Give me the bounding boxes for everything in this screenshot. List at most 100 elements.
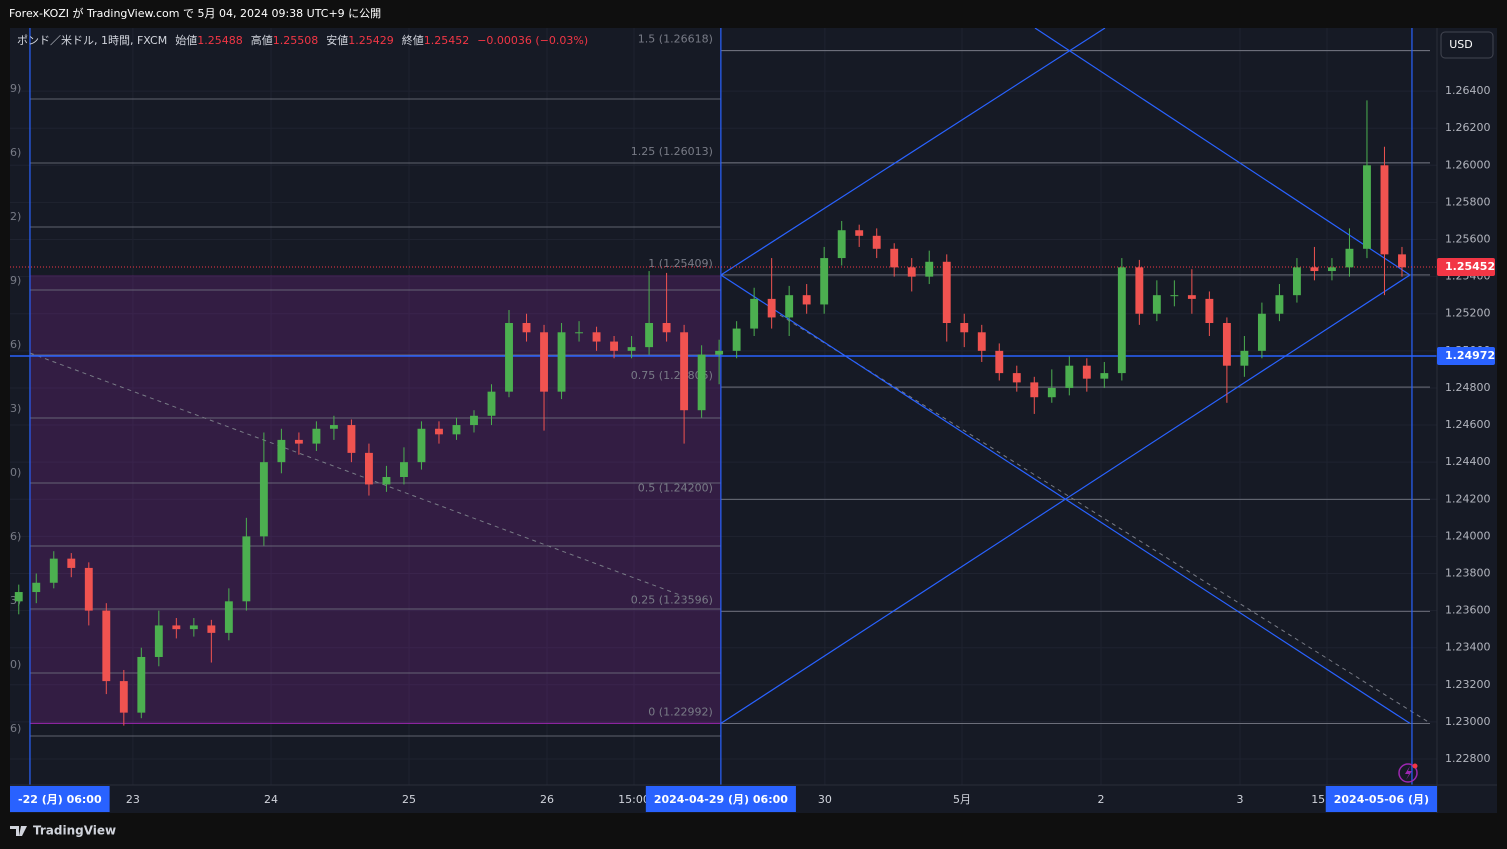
x-tick-label: 5月: [953, 793, 971, 806]
legend-label: 終値: [402, 33, 424, 47]
candle-body: [1398, 254, 1406, 268]
candle-body: [1047, 387, 1056, 398]
candle-body: [259, 462, 268, 537]
y-tick-label: 1.24400: [1445, 455, 1491, 468]
candle-body: [890, 248, 899, 268]
candle-body: [662, 323, 671, 333]
time-marker-label: -22 (月) 06:00: [18, 793, 102, 806]
symbol-info: ポンド／米ドル, 1時間, FXCM: [17, 34, 167, 47]
candle-body: [767, 298, 776, 318]
left-scale-fragment: 9): [10, 274, 21, 287]
currency-label[interactable]: USD: [1449, 38, 1473, 51]
candle-body: [1135, 267, 1144, 314]
candle-body: [785, 295, 794, 318]
x-tick-label: 2: [1097, 793, 1104, 806]
candle-body: [837, 230, 846, 259]
candle-body: [942, 261, 951, 324]
left-scale-fragment: 9): [10, 82, 21, 95]
fib-zone: [29, 274, 721, 724]
candle-body: [49, 558, 58, 583]
fib-label: 0 (1.22992): [648, 705, 713, 718]
candle-body: [1012, 373, 1021, 383]
candle-body: [715, 350, 724, 355]
candle-body: [84, 567, 93, 611]
legend-value: 1.25429: [348, 34, 394, 47]
price-axis: 1.22800 1.23000 1.23200 1.23400 1.23600 1.238…: [1437, 84, 1495, 765]
currency-button[interactable]: [1440, 31, 1494, 59]
trendline: [720, 28, 1106, 276]
y-tick-label: 1.23400: [1445, 641, 1491, 654]
candle-body: [1345, 248, 1354, 268]
candle-body: [470, 415, 478, 426]
candle-body: [277, 439, 286, 463]
dashed-trendline: [29, 352, 681, 596]
left-scale-fragment: 2): [10, 210, 21, 223]
x-tick-label: 23: [126, 793, 140, 806]
fib-label: 1.25 (1.26013): [631, 145, 713, 158]
alert-icon[interactable]: [1398, 763, 1418, 783]
legend-value: 1.25488: [197, 34, 243, 47]
candle-body: [1152, 295, 1161, 314]
candle-body: [435, 428, 443, 435]
candle-body: [67, 558, 76, 568]
trendline: [1034, 28, 1411, 276]
candle-body: [1240, 350, 1249, 366]
y-tick-label: 1.26400: [1445, 84, 1491, 97]
time-marker: [645, 786, 796, 812]
y-tick-label: 1.23000: [1445, 715, 1491, 728]
candle-body: [592, 332, 601, 342]
time-marker: [10, 786, 110, 812]
candle-body: [14, 592, 23, 602]
candle-body: [540, 332, 548, 392]
legend-label: 始値: [175, 33, 197, 47]
candle-body: [872, 235, 881, 249]
candle-body: [1328, 267, 1336, 272]
legend-value: 1.25452: [424, 34, 470, 47]
y-tick-label: 1.26200: [1445, 121, 1491, 134]
candle-body: [452, 425, 461, 435]
candle-body: [1117, 267, 1126, 374]
y-tick-label: 1.23200: [1445, 678, 1491, 691]
y-tick-label: 1.24600: [1445, 418, 1491, 431]
x-tick-label: 15:00: [618, 793, 650, 806]
alert-icon-bolt: [1405, 766, 1412, 780]
price-tag-label: 1.25452: [1445, 260, 1495, 273]
candle-body: [242, 536, 251, 602]
candle-body: [154, 625, 163, 657]
candle-body: [32, 582, 41, 593]
candle-body: [1030, 382, 1039, 398]
fib-label: 0.75 (1.24805): [631, 369, 713, 382]
candle-body: [907, 267, 916, 277]
candle-body: [995, 350, 1004, 374]
trendline: [720, 274, 1411, 724]
y-tick-label: 1.25800: [1445, 195, 1491, 208]
candle-body: [1275, 295, 1284, 314]
legend-label: 安値: [326, 33, 348, 47]
fib-label: 1 (1.25409): [648, 257, 713, 270]
candle-body: [1292, 267, 1301, 296]
y-tick-label: 1.25600: [1445, 233, 1491, 246]
candle-body: [855, 230, 864, 236]
left-scale-fragment: 6): [10, 722, 21, 735]
candle-body: [977, 332, 986, 351]
y-tick-label: 1.24000: [1445, 529, 1491, 542]
candle-body: [610, 341, 619, 351]
left-scale-fragment: 6): [10, 146, 21, 159]
candle-body: [960, 323, 969, 333]
y-tick-label: 1.25200: [1445, 307, 1491, 320]
price-tag-label: 1.24972: [1445, 349, 1495, 362]
footer-logo: TradingView: [33, 824, 116, 838]
candle-body: [925, 261, 934, 277]
y-tick-label: 1.24800: [1445, 381, 1491, 394]
x-tick-label: 25: [402, 793, 416, 806]
candle-body: [680, 332, 689, 411]
candle-body: [802, 295, 811, 305]
candle-body: [329, 425, 338, 429]
candle-body: [522, 323, 531, 333]
y-tick-label: 1.24200: [1445, 492, 1491, 505]
y-tick-label: 1.23800: [1445, 566, 1491, 579]
candle-body: [119, 681, 128, 713]
left-scale-fragment: 0): [10, 466, 21, 479]
